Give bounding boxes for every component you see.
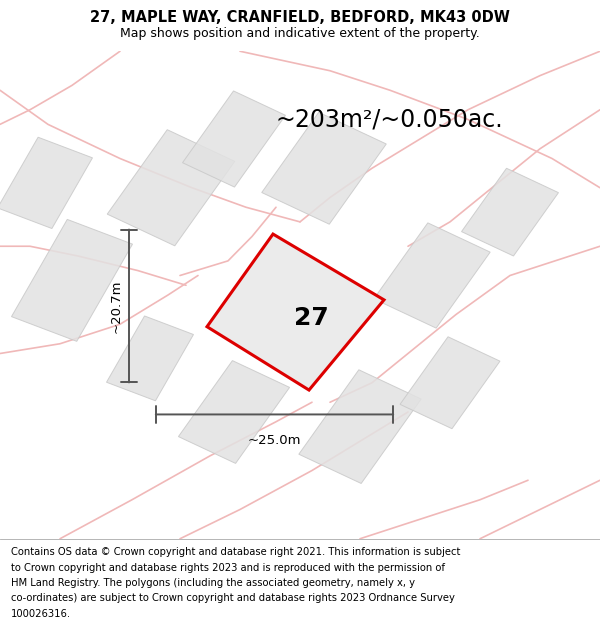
Polygon shape — [299, 370, 421, 484]
Text: 100026316.: 100026316. — [11, 609, 71, 619]
Polygon shape — [262, 112, 386, 224]
Text: to Crown copyright and database rights 2023 and is reproduced with the permissio: to Crown copyright and database rights 2… — [11, 562, 445, 572]
Text: co-ordinates) are subject to Crown copyright and database rights 2023 Ordnance S: co-ordinates) are subject to Crown copyr… — [11, 593, 455, 603]
Text: Map shows position and indicative extent of the property.: Map shows position and indicative extent… — [120, 27, 480, 40]
Polygon shape — [207, 234, 384, 390]
Polygon shape — [0, 138, 92, 229]
Text: 27: 27 — [294, 306, 329, 329]
Polygon shape — [107, 316, 193, 401]
Text: HM Land Registry. The polygons (including the associated geometry, namely x, y: HM Land Registry. The polygons (includin… — [11, 578, 415, 588]
Polygon shape — [374, 223, 490, 328]
Polygon shape — [107, 130, 235, 246]
Polygon shape — [400, 337, 500, 429]
Text: ~25.0m: ~25.0m — [248, 434, 301, 447]
Text: ~20.7m: ~20.7m — [109, 279, 122, 332]
Text: 27, MAPLE WAY, CRANFIELD, BEDFORD, MK43 0DW: 27, MAPLE WAY, CRANFIELD, BEDFORD, MK43 … — [90, 10, 510, 25]
Polygon shape — [461, 168, 559, 256]
Polygon shape — [11, 219, 133, 341]
Text: Contains OS data © Crown copyright and database right 2021. This information is : Contains OS data © Crown copyright and d… — [11, 548, 460, 558]
Polygon shape — [182, 91, 286, 187]
Polygon shape — [178, 361, 290, 463]
Text: ~203m²/~0.050ac.: ~203m²/~0.050ac. — [276, 107, 503, 131]
